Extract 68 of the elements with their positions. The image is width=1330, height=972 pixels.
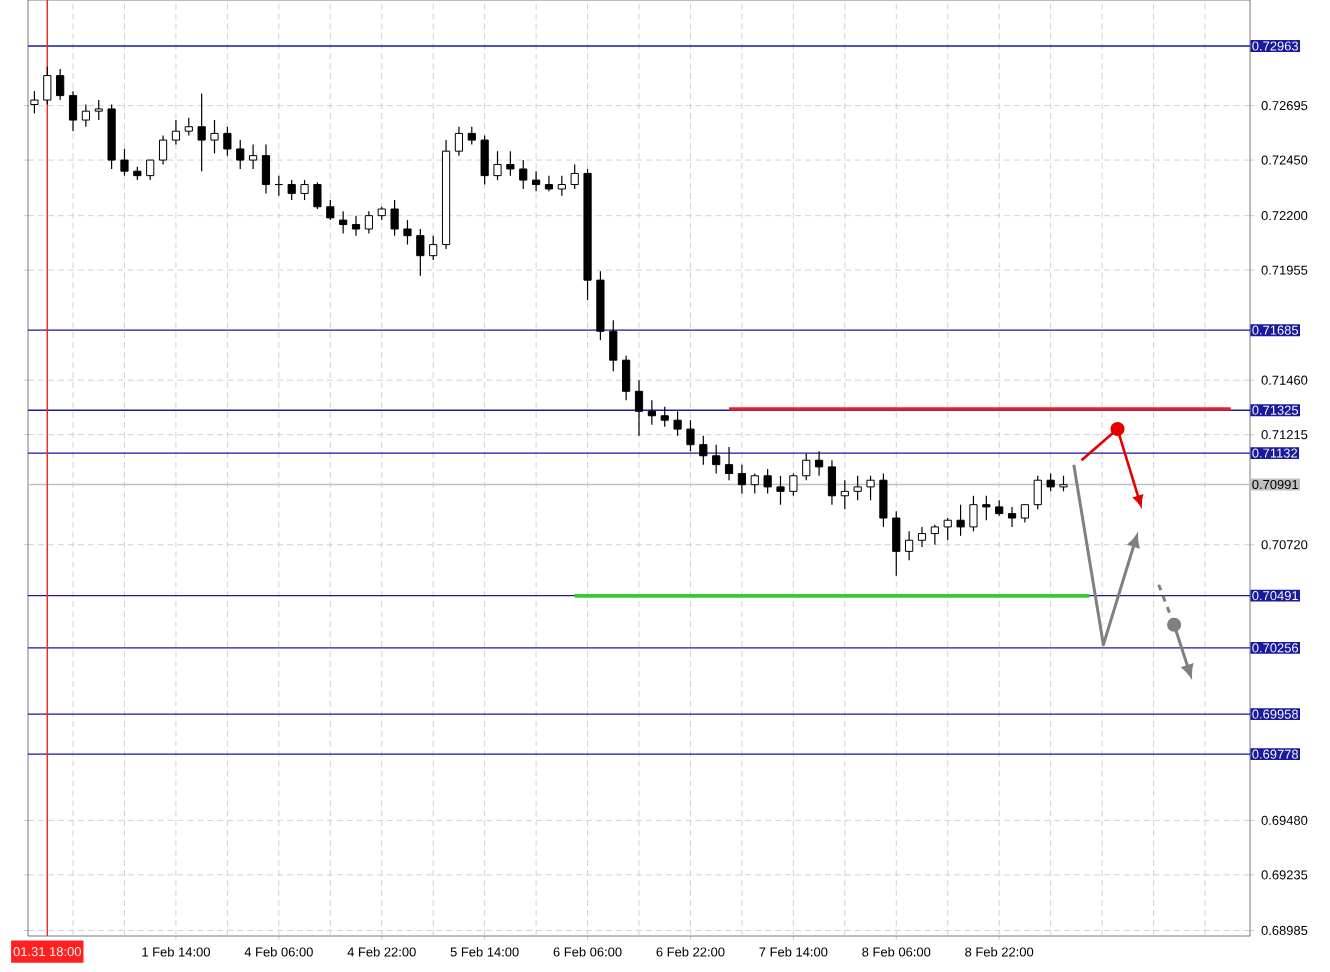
candlestick bbox=[905, 530, 914, 561]
candlestick bbox=[724, 446, 734, 481]
candlestick bbox=[300, 179, 309, 201]
candlestick bbox=[197, 92, 206, 172]
candlestick bbox=[506, 150, 515, 177]
candlestick bbox=[171, 119, 181, 146]
candlestick bbox=[390, 199, 399, 237]
candlestick bbox=[416, 228, 425, 277]
candlestick bbox=[532, 170, 541, 192]
candlestick bbox=[68, 90, 78, 132]
candlestick bbox=[763, 468, 772, 495]
candlestick bbox=[56, 68, 65, 101]
candlestick bbox=[1033, 475, 1042, 510]
candlestick bbox=[557, 175, 566, 197]
candlestick bbox=[43, 66, 52, 106]
candlestick bbox=[892, 510, 901, 577]
candlestick bbox=[223, 126, 232, 157]
candlestick bbox=[789, 472, 798, 497]
candlestick bbox=[364, 210, 373, 235]
candlestick bbox=[81, 103, 90, 128]
candlestick bbox=[351, 215, 361, 237]
candlestick bbox=[454, 126, 464, 157]
candlestick bbox=[158, 135, 168, 166]
candlestick bbox=[261, 143, 271, 195]
candlestick bbox=[712, 444, 721, 475]
candlestick bbox=[866, 475, 875, 501]
candlestick bbox=[30, 90, 39, 114]
candlestick bbox=[544, 175, 554, 192]
candlestick bbox=[326, 199, 335, 221]
candlestick bbox=[249, 143, 258, 170]
candlestick bbox=[840, 479, 849, 510]
candlestick bbox=[982, 495, 991, 521]
candlestick bbox=[570, 163, 579, 190]
candlestick bbox=[493, 150, 502, 181]
candlestick bbox=[519, 159, 528, 190]
candlestick bbox=[737, 464, 747, 495]
candlestick bbox=[313, 181, 322, 210]
candlestick bbox=[120, 148, 129, 177]
candlestick bbox=[969, 495, 978, 532]
candlestick bbox=[236, 139, 245, 170]
candlestick bbox=[339, 210, 348, 235]
candlestick bbox=[287, 179, 296, 201]
candlestick bbox=[146, 159, 155, 181]
candlestick bbox=[686, 419, 695, 452]
candlestick bbox=[776, 475, 785, 506]
candlestick bbox=[879, 472, 888, 528]
candlestick bbox=[1007, 506, 1017, 528]
candlestick bbox=[956, 504, 965, 537]
candlestick bbox=[943, 517, 952, 541]
candlestick bbox=[647, 399, 656, 426]
candlestick bbox=[660, 406, 669, 428]
candlestick bbox=[429, 235, 438, 261]
candlestick bbox=[917, 526, 927, 548]
candlestick bbox=[750, 472, 759, 495]
candlestick bbox=[853, 475, 862, 501]
candlestick bbox=[930, 524, 939, 546]
candlestick bbox=[403, 219, 412, 246]
candlestick bbox=[699, 435, 708, 466]
candlestick bbox=[622, 355, 631, 401]
candlestick bbox=[210, 119, 219, 154]
candlestick bbox=[94, 99, 103, 121]
candlestick bbox=[673, 410, 682, 437]
candlestick bbox=[814, 450, 824, 477]
candlestick bbox=[827, 459, 837, 506]
candlestick bbox=[634, 379, 644, 437]
candlestick bbox=[802, 452, 811, 481]
candlestick bbox=[480, 135, 489, 186]
candlestick bbox=[609, 319, 618, 372]
